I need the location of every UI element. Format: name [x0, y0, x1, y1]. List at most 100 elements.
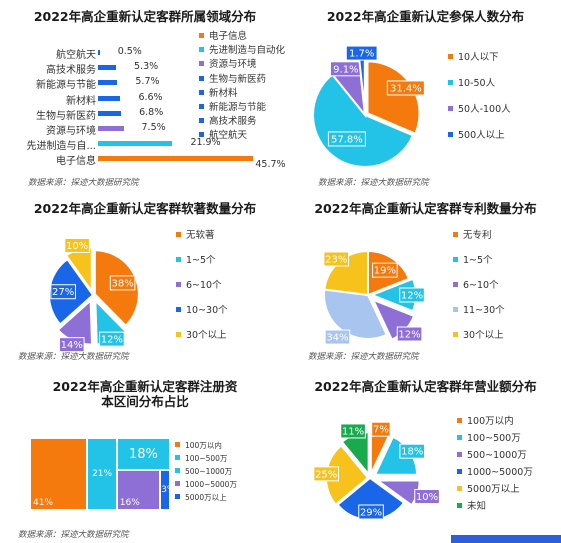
chart-title-line-2: 本区间分布占比	[101, 394, 189, 409]
bar-1	[98, 50, 100, 55]
legend-swatch	[176, 232, 181, 237]
bar-5	[98, 110, 122, 116]
pie-value-label: 34%	[326, 333, 348, 344]
legend-item: 6~10个	[453, 280, 499, 292]
legend-swatch	[175, 494, 180, 499]
legend-label: 30个以上	[186, 330, 227, 341]
legend-label: 5000万以上	[185, 493, 227, 502]
legend-swatch	[457, 418, 462, 423]
legend-swatch	[453, 307, 458, 312]
legend-item: 30个以上	[453, 330, 504, 342]
bar-value-label: 45.7%	[255, 159, 286, 171]
legend-label: 11~30个	[463, 305, 505, 316]
legend-item: 100~500万	[175, 453, 227, 465]
legend-label: 航空航天	[209, 130, 248, 142]
bar-category-label: 航空航天	[56, 50, 96, 61]
bar-value-label: 5.3%	[134, 61, 159, 73]
legend-swatch	[175, 468, 180, 473]
legend-item: 无专利	[453, 230, 492, 242]
legend-label: 电子信息	[209, 31, 248, 42]
bar-category-label: 新材料	[66, 95, 96, 107]
pie-value-label: 18%	[401, 447, 423, 458]
chart-title: 2022年高企重新认定客群专利数量分布	[314, 201, 537, 216]
pie-value-label: 9.1%	[333, 64, 358, 75]
chart-title: 2022年高企重新认定客群注册资	[52, 379, 238, 394]
legend-label: 500~1000万	[185, 467, 233, 476]
legend-swatch	[199, 47, 204, 53]
legend-swatch	[448, 54, 453, 59]
pie-label-box	[58, 337, 85, 353]
legend-label: 100万以内	[467, 416, 514, 427]
legend-swatch	[199, 75, 204, 81]
capital-chart-panel: 2022年高企重新认定客群注册资 本区间分布占比 41%21%18%16%3% …	[0, 370, 290, 543]
pie-value-label: 10%	[66, 241, 88, 252]
chart-title: 2022年高企重新认定客群所属领域分布	[33, 9, 257, 24]
legend-swatch	[453, 282, 458, 287]
pie-value-label: 29%	[360, 507, 382, 518]
pie-label-box	[64, 237, 90, 253]
pie-value-label: 25%	[315, 469, 337, 480]
source-note: 数据来源：探迹大数据研究院	[28, 178, 139, 188]
bar-category-label: 资源与环境	[46, 126, 96, 137]
pie-value-label: 23%	[325, 254, 347, 265]
treemap-value-label: 21%	[92, 468, 113, 479]
legend-item: 资源与环境	[199, 59, 257, 71]
legend-label: 先进制造与自动化	[209, 45, 286, 57]
legend-label: 6~10个	[463, 280, 499, 291]
legend-label: 未知	[467, 501, 487, 512]
legend-swatch	[457, 435, 462, 440]
legend-swatch	[199, 118, 204, 124]
legend-label: 新能源与节能	[209, 102, 267, 113]
legend-label: 1000~5000万	[467, 467, 533, 478]
legend-label: 500人以上	[458, 130, 505, 141]
legend-item: 30个以上	[176, 330, 227, 342]
bar-category-label: 生物与新医药	[36, 110, 96, 122]
source-note: 数据来源：探迹大数据研究院	[18, 530, 129, 540]
legend-label: 无软著	[186, 230, 215, 241]
pie-value-label: 12%	[101, 335, 123, 346]
legend-item: 10~30个	[176, 305, 228, 317]
chart-title: 2022年高企重新认定参保人数分布	[326, 9, 525, 24]
legend-label: 500~1000万	[467, 450, 527, 461]
pie-value-label: 38%	[111, 278, 133, 289]
legend-item: 无软著	[176, 230, 215, 242]
legend-label: 30个以上	[463, 330, 504, 341]
legend-item: 1000~5000万	[175, 479, 237, 491]
patents-chart-panel: 2022年高企重新认定客群专利数量分布 19% 12% 12% 34% 23% 无专利 1…	[290, 190, 561, 370]
pie-value-label: 12%	[401, 291, 423, 302]
pie-label-box	[324, 329, 351, 345]
pie-label-box	[396, 326, 423, 342]
legend-item: 生物与新医药	[199, 74, 266, 86]
legend-item: 10人以下	[448, 52, 499, 64]
pie-value-label: 31.4%	[390, 83, 422, 94]
treemap-value-label: 41%	[33, 498, 54, 508]
bar-category-label: 电子信息	[56, 156, 96, 168]
legend-swatch	[457, 452, 462, 457]
legend-swatch	[176, 282, 181, 287]
pie-label-box	[399, 443, 426, 459]
legend-item: 10-50人	[448, 78, 495, 90]
legend-swatch	[176, 257, 181, 262]
bar-3	[98, 80, 118, 86]
bar-category-label: 高技术服务	[46, 65, 96, 77]
pie-chart: 19% 12% 12% 34% 23%	[323, 249, 425, 345]
source-note: 数据来源：探迹大数据研究院	[308, 352, 419, 362]
treemap-box-1000-5000: 16%	[116, 470, 161, 510]
industry-chart-panel: 2022年高企重新认定客群所属领域分布 航空航天 0.5% 高技术服务 5.3% 新能源…	[0, 0, 290, 190]
legend-swatch	[176, 307, 181, 312]
treemap-value-label: 18%	[128, 446, 158, 462]
legend-swatch	[199, 89, 204, 95]
legend-swatch	[175, 481, 180, 486]
bar-4	[98, 95, 121, 101]
treemap-box-5000: 3%	[160, 470, 170, 510]
legend-swatch	[448, 132, 453, 137]
legend-swatch	[453, 332, 458, 337]
legend-item: 6~10个	[176, 280, 222, 292]
legend-item: 5000万以上	[457, 484, 520, 496]
pie-value-label: 14%	[61, 340, 83, 351]
pie-value-label: 1.7%	[349, 49, 374, 60]
legend-swatch	[199, 104, 204, 109]
legend-item: 5000万以上	[175, 492, 227, 504]
legend-item: 新能源与节能	[199, 102, 266, 114]
pie-label-box	[345, 45, 378, 61]
